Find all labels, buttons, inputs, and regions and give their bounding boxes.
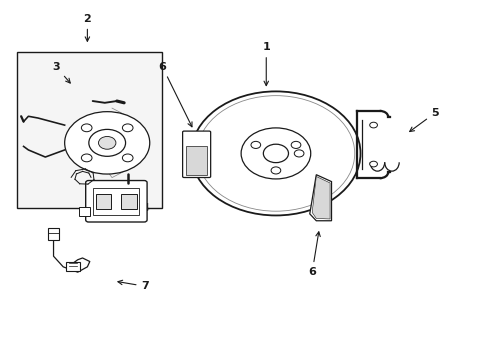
Circle shape <box>294 150 304 157</box>
Polygon shape <box>309 175 331 221</box>
Text: 7: 7 <box>118 280 149 291</box>
Text: 5: 5 <box>409 108 438 131</box>
Text: 3: 3 <box>52 62 70 83</box>
Bar <box>121 194 137 210</box>
Circle shape <box>369 161 377 167</box>
Circle shape <box>89 129 125 156</box>
Bar <box>93 188 139 215</box>
Text: 6: 6 <box>307 232 320 277</box>
Polygon shape <box>311 176 329 219</box>
Circle shape <box>64 112 149 174</box>
Circle shape <box>250 141 260 148</box>
Circle shape <box>263 144 288 163</box>
Text: 2: 2 <box>83 14 91 41</box>
Text: 1: 1 <box>262 42 269 86</box>
Circle shape <box>122 154 133 162</box>
Circle shape <box>369 122 377 128</box>
Text: 6: 6 <box>158 62 192 127</box>
FancyBboxPatch shape <box>85 180 147 222</box>
Bar <box>17 53 162 208</box>
Circle shape <box>270 167 280 174</box>
Circle shape <box>81 154 92 162</box>
Circle shape <box>290 141 300 148</box>
Bar <box>65 261 80 271</box>
Circle shape <box>81 124 92 132</box>
Bar <box>185 146 207 175</box>
Text: 4: 4 <box>132 202 149 213</box>
Bar <box>79 207 89 216</box>
Circle shape <box>98 136 116 149</box>
FancyBboxPatch shape <box>182 131 210 177</box>
Circle shape <box>122 124 133 132</box>
Circle shape <box>191 91 360 215</box>
Bar <box>96 194 111 210</box>
Bar <box>48 228 59 240</box>
Circle shape <box>241 128 310 179</box>
